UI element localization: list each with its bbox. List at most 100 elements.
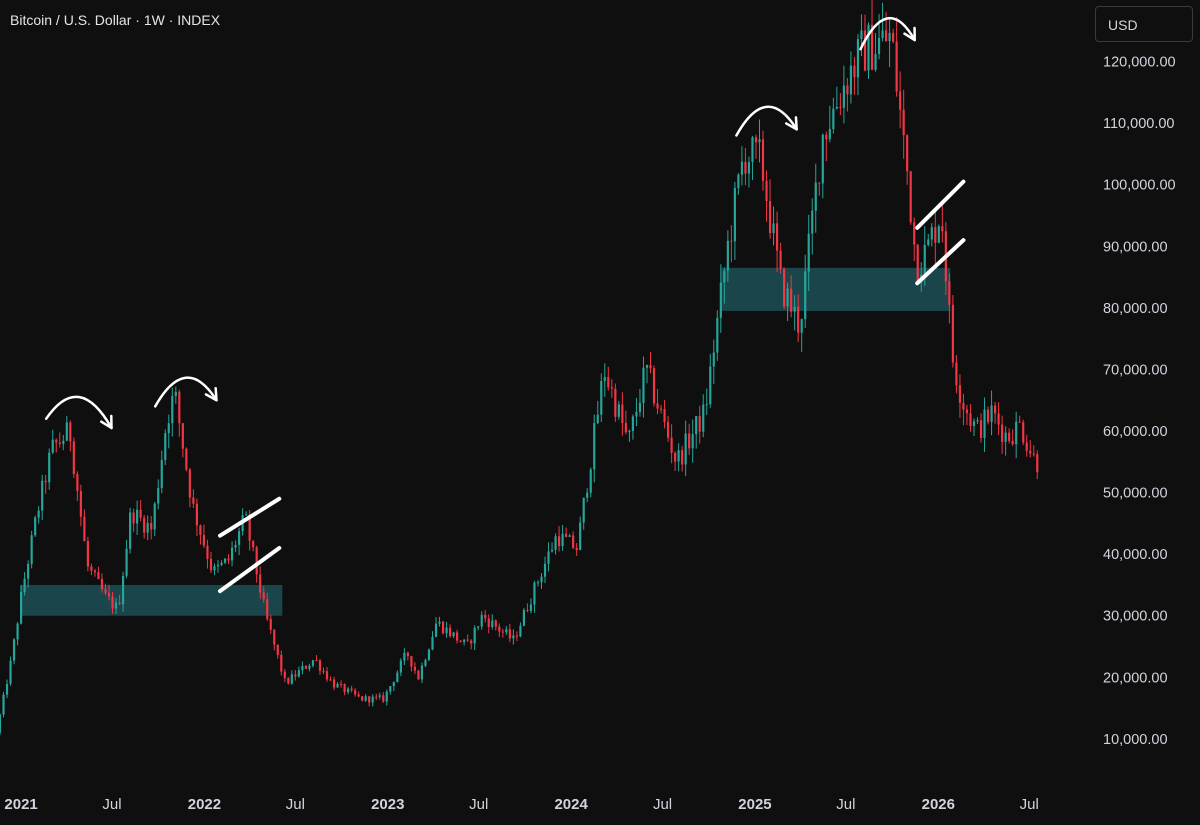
candle-body: [934, 227, 937, 243]
candle-body: [396, 672, 399, 683]
candle-body: [477, 626, 480, 628]
candle-body: [62, 440, 65, 444]
candle-body: [58, 442, 61, 444]
candle-body: [434, 623, 438, 637]
candle-body: [498, 626, 501, 632]
candle-body: [171, 396, 174, 424]
candle-body: [339, 683, 343, 685]
candle-body: [378, 695, 381, 697]
candle-body: [20, 592, 23, 624]
candle-body: [899, 91, 902, 110]
candle-body: [688, 433, 691, 449]
candle-body: [41, 480, 44, 511]
candle-body: [519, 625, 522, 637]
candle-body: [220, 562, 223, 565]
candle-body: [188, 469, 191, 498]
candle-body: [972, 421, 976, 426]
y-axis-tick-label: 10,000.00: [1103, 732, 1168, 748]
candle-body: [97, 572, 100, 580]
candle-body: [579, 522, 582, 551]
candle-body: [2, 694, 5, 715]
candle-body: [839, 106, 842, 108]
x-axis-tick-label: Jul: [836, 796, 855, 813]
candle-body: [368, 696, 371, 703]
candle-body: [361, 696, 364, 701]
candle-body: [202, 534, 206, 546]
candle-body: [614, 388, 617, 417]
candle-body: [1018, 421, 1021, 423]
candle-body: [600, 381, 603, 415]
candle-body: [828, 129, 831, 140]
candle-body: [34, 517, 37, 536]
candle-body: [522, 609, 526, 626]
candle-body: [118, 602, 121, 605]
candle-body: [111, 596, 114, 609]
candle-body: [624, 423, 627, 433]
candle-body: [318, 660, 322, 671]
candle-body: [487, 618, 490, 627]
candle-body: [536, 582, 540, 584]
candle-body: [772, 223, 775, 234]
candle-body: [508, 629, 511, 639]
candle-body: [227, 558, 230, 561]
channel-line: [915, 238, 966, 286]
candle-body: [445, 627, 448, 634]
candle-body: [329, 679, 332, 681]
candle-body: [5, 683, 9, 695]
candle-body: [800, 319, 803, 333]
candle-body: [695, 416, 698, 435]
candle-body: [1036, 454, 1039, 473]
candle-body: [645, 365, 649, 368]
candle-body: [311, 660, 315, 666]
currency-button[interactable]: USD: [1095, 6, 1193, 42]
curved-arrow-path: [735, 105, 798, 137]
candle-body: [906, 135, 909, 172]
candle-body: [308, 665, 311, 669]
candle-body: [297, 670, 300, 677]
candle-body: [283, 671, 286, 678]
curved-arrow-head: [100, 414, 113, 430]
curved-arrow-annotation: [735, 105, 798, 137]
candle-body: [807, 233, 810, 272]
candle-body: [431, 636, 434, 650]
candle-body: [456, 632, 459, 641]
candle-body: [709, 366, 712, 405]
curved-arrow-head: [204, 387, 218, 402]
candle-body: [280, 654, 283, 672]
candle-body: [712, 352, 715, 367]
candle-body: [90, 566, 93, 571]
candle-body: [192, 497, 195, 504]
candle-body: [93, 570, 97, 573]
candle-body: [238, 531, 241, 545]
x-axis-tick-label: 2024: [554, 796, 588, 813]
candle-body: [870, 24, 874, 70]
candle-body: [139, 509, 142, 518]
candle-body: [681, 450, 684, 465]
candle-body: [466, 639, 469, 641]
candle-body: [586, 492, 589, 498]
candle-body: [470, 640, 473, 644]
candle-body: [223, 558, 227, 563]
y-axis-tick-label: 50,000.00: [1103, 486, 1168, 502]
y-axis-tick-label: 80,000.00: [1103, 301, 1168, 317]
candle-body: [674, 452, 677, 462]
candle-body: [610, 387, 613, 389]
candle-body: [332, 679, 336, 688]
candle-body: [716, 317, 719, 353]
candle-body: [410, 656, 413, 667]
candle-body: [290, 674, 293, 684]
candle-body: [107, 592, 111, 597]
candle-body: [491, 620, 494, 627]
candle-body: [515, 635, 518, 637]
candle-body: [262, 592, 265, 600]
candle-body: [677, 450, 680, 462]
y-axis-tick-label: 90,000.00: [1103, 239, 1168, 255]
candle-body: [948, 281, 951, 305]
candle-body: [420, 665, 424, 680]
candle-body: [962, 402, 965, 410]
candle-body: [979, 420, 983, 438]
candle-body: [593, 423, 596, 470]
candle-body: [941, 226, 944, 232]
candle-body: [702, 404, 705, 432]
